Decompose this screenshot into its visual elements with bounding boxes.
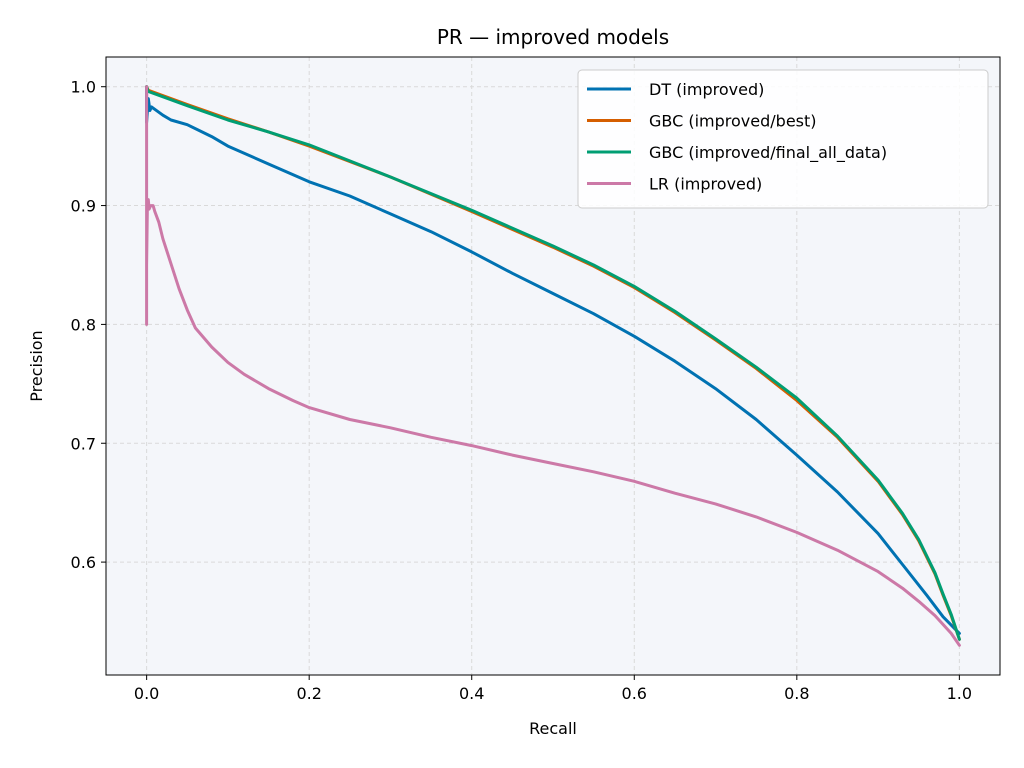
legend-box — [577, 69, 989, 209]
plot-frame — [105, 56, 1001, 676]
legend: DT (improved) GBC (improved/best) GBC (imp… — [577, 69, 989, 209]
series-line-3 — [145, 85, 961, 647]
legend-label: DT (improved) — [649, 80, 764, 99]
x-tick-label: 0.0 — [134, 684, 159, 703]
y-axis-label: Precision — [27, 330, 46, 401]
legend-label: GBC (improved/best) — [649, 112, 817, 131]
x-tick-label: 0.6 — [622, 684, 647, 703]
series-line-2 — [145, 85, 961, 641]
x-tick-label: 1.0 — [947, 684, 972, 703]
y-tick-label: 0.7 — [71, 434, 96, 453]
y-tick-label: 0.6 — [71, 553, 96, 572]
y-tick-label: 1.0 — [71, 78, 96, 97]
x-tick-label: 0.2 — [296, 684, 321, 703]
legend-label: GBC (improved/final_all_data) — [649, 143, 887, 163]
x-axis-label: Recall — [529, 719, 577, 738]
y-tick-label: 0.9 — [71, 197, 96, 216]
y-tick-label: 0.8 — [71, 315, 96, 334]
chart-title: PR — improved models — [437, 25, 669, 49]
x-tick-label: 0.4 — [459, 684, 484, 703]
series-layer — [145, 85, 961, 647]
series-line-0 — [145, 85, 961, 635]
x-tick-label: 0.8 — [784, 684, 809, 703]
legend-label: LR (improved) — [649, 175, 762, 194]
axis-ticks: 0.0 0.2 0.4 0.6 0.8 1.0 0.6 0.7 0.8 0.9 1.0 — [71, 78, 973, 703]
